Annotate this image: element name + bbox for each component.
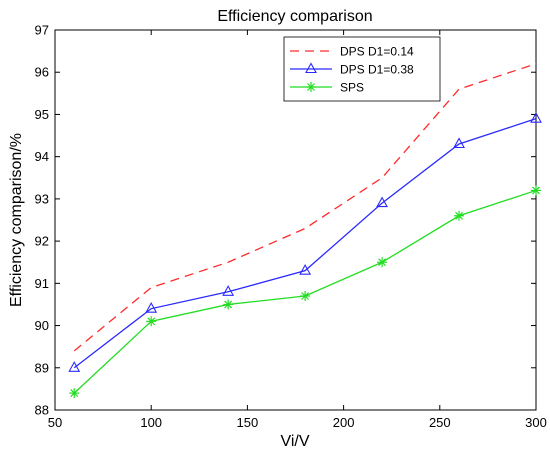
legend-marker-3 xyxy=(306,82,316,92)
data-point-series-3 xyxy=(531,185,541,196)
data-point-series-3 xyxy=(69,388,80,399)
y-tick-label: 89 xyxy=(35,360,49,375)
data-point-series-2 xyxy=(222,285,235,296)
legend-label-2: DPS D1=0.38 xyxy=(340,63,414,77)
y-tick-label: 94 xyxy=(35,149,49,164)
y-tick-label: 97 xyxy=(35,23,49,38)
x-tick-label: 50 xyxy=(48,415,62,430)
chart-title: Efficiency comparison xyxy=(217,8,372,25)
y-tick-label: 88 xyxy=(35,403,49,418)
legend-label-3: SPS xyxy=(340,81,364,95)
y-tick-label: 95 xyxy=(35,107,49,122)
y-tick-label: 92 xyxy=(35,234,49,249)
x-tick-label: 250 xyxy=(429,415,451,430)
series-line-2 xyxy=(73,118,537,369)
data-point-series-3 xyxy=(146,316,157,327)
x-axis-title: Vi/V xyxy=(280,433,309,450)
data-point-series-3 xyxy=(454,210,465,221)
data-point-series-2 xyxy=(453,137,465,149)
legend-label-1: DPS D1=0.14 xyxy=(340,45,414,59)
series-layer xyxy=(68,63,542,399)
data-point-series-3 xyxy=(300,291,311,301)
x-tick-label: 300 xyxy=(525,415,547,430)
y-tick-label: 93 xyxy=(35,191,49,206)
legend: DPS D1=0.14 DPS D1=0.38 SPS xyxy=(283,36,441,102)
data-point-series-3 xyxy=(223,299,234,310)
data-point-series-2 xyxy=(145,302,158,313)
data-point-series-3 xyxy=(377,257,388,268)
legend-marker-2 xyxy=(305,62,317,74)
x-tick-label: 150 xyxy=(237,415,259,430)
data-point-series-2 xyxy=(376,196,389,208)
y-tick-label: 96 xyxy=(35,65,49,80)
data-point-series-2 xyxy=(299,264,312,275)
data-point-series-2 xyxy=(530,112,542,123)
y-axis-title: Efficiency comparison/% xyxy=(8,133,25,307)
data-point-series-2 xyxy=(68,361,81,372)
y-tick-label: 90 xyxy=(35,318,49,333)
x-tick-label: 200 xyxy=(333,415,355,430)
x-tick-label: 100 xyxy=(140,415,162,430)
y-tick-label: 91 xyxy=(35,276,49,291)
axis-ticks: 50 100 150 200 250 300 88 89 90 91 92 93 94 95 96 97 xyxy=(35,23,547,431)
